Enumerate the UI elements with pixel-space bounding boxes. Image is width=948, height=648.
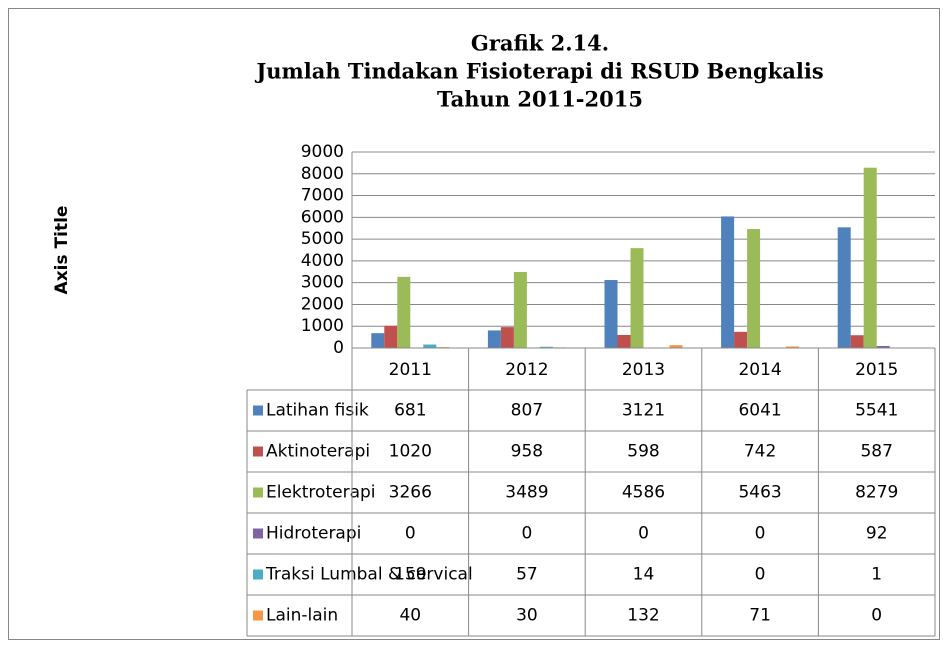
legend-label: Hidroterapi: [266, 524, 361, 544]
y-tick-label: 3000: [301, 273, 344, 293]
x-tick-label: 2012: [505, 360, 548, 380]
bar: [837, 227, 851, 348]
bar: [423, 344, 437, 348]
bar: [397, 276, 411, 348]
legend-label: Lain-lain: [266, 606, 338, 626]
y-tick-label: 4000: [301, 251, 344, 271]
table-cell: 3266: [389, 483, 432, 503]
y-tick-label: 8000: [301, 164, 344, 184]
table-cell: 6041: [738, 401, 781, 421]
y-axis-title: Axis Title: [52, 206, 72, 295]
y-tick-label: 0: [333, 338, 344, 358]
table-cell: 132: [627, 606, 659, 626]
table-cell: 4586: [622, 483, 665, 503]
table-cell: 958: [511, 442, 543, 462]
x-tick-label: 2014: [738, 360, 781, 380]
table-cell: 0: [638, 524, 649, 544]
bar: [384, 325, 398, 348]
y-tick-label: 1000: [301, 316, 344, 336]
legend-swatch: [253, 610, 263, 621]
bar: [734, 331, 748, 348]
y-tick-label: 6000: [301, 207, 344, 227]
bar: [863, 167, 877, 348]
chart-title: Jumlah Tindakan Fisioterapi di RSUD Beng…: [254, 59, 823, 84]
bar: [669, 345, 683, 348]
x-tick-label: 2013: [622, 360, 665, 380]
y-tick-label: 9000: [301, 142, 344, 162]
x-tick-label: 2011: [389, 360, 432, 380]
table-cell: 1020: [389, 442, 432, 462]
table-cell: 5463: [738, 483, 781, 503]
table-cell: 92: [866, 524, 888, 544]
table-cell: 0: [755, 565, 766, 585]
table-cell: 159: [394, 565, 426, 585]
table-cell: 0: [405, 524, 416, 544]
table-cell: 3489: [505, 483, 548, 503]
table-cell: 71: [749, 606, 771, 626]
table-cell: 0: [755, 524, 766, 544]
bar: [747, 229, 761, 348]
table-cell: 3121: [622, 401, 665, 421]
legend-label: Aktinoterapi: [266, 442, 370, 462]
legend-label: Latihan fisik: [266, 401, 369, 421]
legend-label: Traksi Lumbal & cervical: [265, 565, 473, 585]
bar: [786, 346, 800, 348]
table-cell: 30: [516, 606, 538, 626]
legend-swatch: [253, 446, 263, 457]
bar: [850, 335, 864, 348]
table-cell: 14: [633, 565, 655, 585]
bar: [487, 330, 501, 348]
chart-title: Tahun 2011-2015: [437, 87, 643, 112]
y-tick-label: 5000: [301, 229, 344, 249]
bar: [630, 248, 644, 348]
chart-title: Grafik 2.14.: [471, 31, 609, 56]
bar: [876, 345, 890, 348]
legend-swatch: [253, 405, 263, 416]
table-cell: 742: [744, 442, 776, 462]
table-cell: 587: [860, 442, 892, 462]
legend-swatch: [253, 487, 263, 498]
table-cell: 40: [399, 606, 421, 626]
bar: [513, 272, 527, 348]
table-cell: 681: [394, 401, 426, 421]
bar: [617, 334, 631, 348]
bar: [721, 216, 735, 348]
table-cell: 57: [516, 565, 538, 585]
legend-swatch: [253, 528, 263, 539]
table-cell: 8279: [855, 483, 898, 503]
table-cell: 0: [521, 524, 532, 544]
bar: [539, 346, 553, 348]
y-tick-label: 7000: [301, 186, 344, 206]
bar: [500, 327, 514, 348]
x-tick-label: 2015: [855, 360, 898, 380]
bar: [604, 280, 618, 348]
bar: [371, 333, 385, 348]
table-cell: 807: [511, 401, 543, 421]
table-cell: 598: [627, 442, 659, 462]
chart-frame: [8, 8, 940, 640]
table-cell: 1: [871, 565, 882, 585]
table-cell: 5541: [855, 401, 898, 421]
y-tick-label: 2000: [301, 294, 344, 314]
legend-label: Elektroterapi: [266, 483, 376, 503]
legend-swatch: [253, 569, 263, 580]
table-cell: 0: [871, 606, 882, 626]
